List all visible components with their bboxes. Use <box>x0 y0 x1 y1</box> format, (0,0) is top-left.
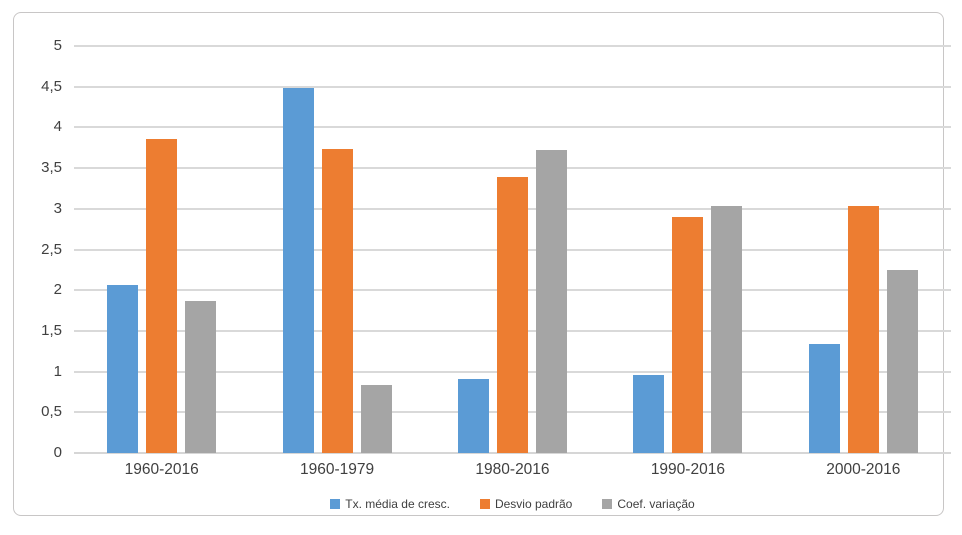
bar-group-1990-2016 <box>600 46 775 453</box>
gridline <box>74 167 951 170</box>
y-axis-tick-label: 4 <box>53 118 62 136</box>
bar-group-2000-2016 <box>776 46 951 453</box>
legend-swatch-icon <box>330 499 341 509</box>
x-axis-line <box>74 452 951 454</box>
gridline <box>74 45 951 47</box>
legend-label: Tx. média de cresc. <box>345 497 450 511</box>
bar-Coef. variação-1980-2016 <box>535 150 567 453</box>
legend: Tx. média de cresc. Desvio padrão Coef. va… <box>74 497 951 511</box>
gridline <box>74 85 951 88</box>
x-axis-category-label: 1990-2016 <box>650 461 725 478</box>
legend-label: Coef. variação <box>617 497 695 511</box>
y-axis-tick-label: 0 <box>53 444 62 461</box>
bar-Coef. variação-2000-2016 <box>886 269 918 453</box>
x-axis-category-label: 1980-2016 <box>475 461 550 478</box>
bar-Tx. média de cresc.-1990-2016 <box>633 374 665 453</box>
bar-Coef. variação-1990-2016 <box>711 205 743 453</box>
gridline <box>74 126 951 129</box>
bar-Tx. média de cresc.-1960-2016 <box>107 284 139 453</box>
bar-Tx. média de cresc.-1960-1979 <box>282 88 314 453</box>
y-axis-tick-label: 2 <box>53 281 62 299</box>
bar-Desvio padrão-2000-2016 <box>847 206 879 453</box>
bar-Coef. variação-1960-2016 <box>185 300 217 453</box>
bar-group-1960-1979 <box>249 46 424 453</box>
x-axis-category-label: 2000-2016 <box>826 461 901 478</box>
plot-area <box>74 45 951 454</box>
bar-Desvio padrão-1960-1979 <box>321 149 353 453</box>
y-axis-tick-label: 3 <box>53 199 62 217</box>
bar-Desvio padrão-1960-2016 <box>146 138 178 453</box>
chart-frame: 0 0,5 1 1,5 2 2,5 3 3,5 4 4,5 5 1960-2016 1960-1979… <box>13 12 951 516</box>
bar-Desvio padrão-1990-2016 <box>672 216 704 453</box>
y-axis-tick-label: 4,5 <box>41 77 62 95</box>
legend-swatch-icon <box>602 499 613 509</box>
legend-item-Desvio padrão: Desvio padrão <box>479 497 573 511</box>
legend-item-Coef. variação: Coef. variação <box>602 497 695 511</box>
bar-Coef. variação-1960-1979 <box>360 384 392 453</box>
y-axis-tick-label: 2,5 <box>41 240 62 258</box>
legend-label: Desvio padrão <box>494 497 573 511</box>
bar-group-1980-2016 <box>425 46 600 453</box>
bar-Desvio padrão-1980-2016 <box>496 177 528 453</box>
y-axis-tick-label: 1,5 <box>41 321 62 339</box>
legend-swatch-icon <box>479 499 490 509</box>
y-axis-tick-label: 5 <box>53 37 62 54</box>
bar-Tx. média de cresc.-2000-2016 <box>808 343 840 453</box>
y-axis-tick-label: 3,5 <box>41 159 62 177</box>
x-axis-category-label: 1960-2016 <box>124 461 199 478</box>
y-axis-tick-label: 1 <box>53 362 62 380</box>
bar-group-1960-2016 <box>74 46 249 453</box>
bar-Tx. média de cresc.-1980-2016 <box>457 378 489 453</box>
x-axis-category-label: 1960-1979 <box>300 461 375 478</box>
y-axis-tick-label: 0,5 <box>41 403 62 421</box>
legend-item-Tx. média de cresc.: Tx. média de cresc. <box>330 497 450 511</box>
